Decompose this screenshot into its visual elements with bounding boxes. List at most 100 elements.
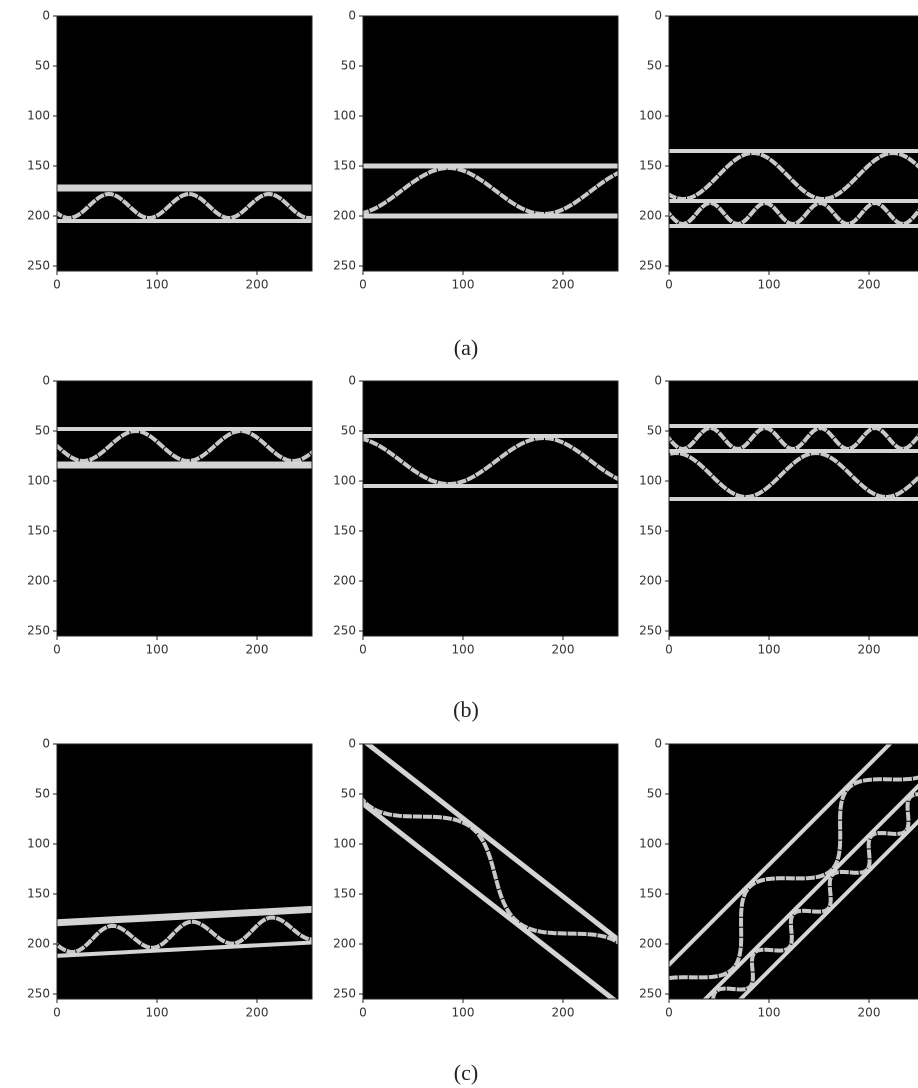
flute: [669, 744, 918, 999]
image-background: [669, 16, 918, 271]
liner: [363, 744, 618, 999]
x-tick-label: 100: [146, 643, 169, 657]
liner: [669, 199, 918, 203]
y-tick-label: 200: [27, 937, 50, 951]
liner: [669, 744, 918, 999]
x-tick-label: 200: [246, 278, 269, 292]
caption: (a): [454, 335, 478, 360]
y-tick-label: 0: [654, 9, 662, 23]
y-tick-label: 0: [654, 374, 662, 388]
x-tick-label: 100: [146, 1006, 169, 1020]
axes-frame: [362, 380, 619, 637]
panel: 0 100 200 0 50 100 150 200 250: [639, 737, 918, 1020]
y-tick-label: 0: [348, 9, 356, 23]
y-tick-label: 150: [639, 159, 662, 173]
liner: [363, 484, 618, 488]
liner: [363, 163, 618, 169]
y-tick-label: 0: [654, 737, 662, 751]
liner: [669, 744, 918, 999]
y-tick-label: 150: [333, 524, 356, 538]
board: [363, 163, 618, 219]
flute: [669, 200, 918, 227]
y-tick-label: 200: [333, 574, 356, 588]
y-tick-label: 100: [639, 837, 662, 851]
y-tick-label: 150: [27, 159, 50, 173]
x-tick-label: 0: [359, 1006, 367, 1020]
y-tick-label: 50: [35, 424, 50, 438]
panel: 0 100 200 0 50 100 150 200 250: [27, 737, 313, 1020]
x-tick-label: 200: [552, 278, 575, 292]
panel: 0 100 200 0 50 100 150 200 250: [333, 374, 619, 657]
y-tick-label: 150: [27, 887, 50, 901]
x-tick-label: 200: [858, 643, 881, 657]
x-tick-label: 0: [359, 643, 367, 657]
board: [363, 744, 618, 999]
board: [363, 434, 618, 488]
y-tick-label: 50: [341, 787, 356, 801]
liner: [669, 497, 918, 501]
y-tick-label: 0: [42, 737, 50, 751]
y-tick-label: 150: [333, 159, 356, 173]
axes-frame: [56, 380, 313, 637]
liner: [669, 744, 918, 999]
panel: 0 100 200 0 50 100 150 200 250: [27, 374, 313, 657]
axes-frame: [668, 15, 918, 272]
board: [57, 427, 312, 469]
image-content: [57, 184, 312, 223]
x-tick-label: 0: [53, 643, 61, 657]
flute: [669, 744, 918, 999]
y-tick-label: 200: [639, 574, 662, 588]
y-tick-label: 100: [639, 109, 662, 123]
image-content: [363, 744, 618, 999]
image-background: [363, 381, 618, 636]
y-tick-label: 250: [639, 987, 662, 1001]
y-tick-label: 100: [333, 474, 356, 488]
y-tick-label: 150: [639, 887, 662, 901]
liner: [57, 184, 312, 192]
image-background: [669, 744, 918, 999]
board: [57, 897, 312, 966]
x-tick-label: 0: [665, 1006, 673, 1020]
x-tick-label: 100: [758, 278, 781, 292]
image-background: [57, 381, 312, 636]
x-tick-label: 100: [146, 278, 169, 292]
liner: [363, 434, 618, 438]
panel: 0 100 200 0 50 100 150 200 250: [639, 9, 918, 292]
caption: (c): [454, 1060, 478, 1085]
y-tick-label: 150: [639, 524, 662, 538]
flute: [57, 428, 312, 464]
board: [57, 184, 312, 223]
y-tick-label: 100: [333, 109, 356, 123]
image-background: [363, 744, 618, 999]
axes-frame: [668, 743, 918, 1000]
y-tick-label: 200: [639, 209, 662, 223]
x-tick-label: 200: [552, 1006, 575, 1020]
y-tick-label: 0: [348, 737, 356, 751]
flute: [669, 450, 918, 500]
x-tick-label: 0: [53, 1006, 61, 1020]
y-tick-label: 50: [341, 59, 356, 73]
y-tick-label: 0: [42, 9, 50, 23]
y-tick-label: 50: [647, 424, 662, 438]
y-tick-label: 200: [27, 574, 50, 588]
flute: [669, 425, 918, 452]
board: [669, 149, 918, 228]
y-tick-label: 200: [333, 937, 356, 951]
y-tick-label: 0: [42, 374, 50, 388]
x-tick-label: 200: [246, 1006, 269, 1020]
x-tick-label: 200: [858, 1006, 881, 1020]
y-tick-label: 250: [333, 259, 356, 273]
x-tick-label: 0: [53, 278, 61, 292]
liner: [669, 449, 918, 453]
panel: 0 100 200 0 50 100 150 200 250: [639, 374, 918, 657]
axes-frame: [362, 743, 619, 1000]
panel: 0 100 200 0 50 100 150 200 250: [333, 9, 619, 292]
board: [669, 424, 918, 501]
image-background: [57, 744, 312, 999]
y-tick-label: 250: [333, 987, 356, 1001]
y-tick-label: 50: [647, 787, 662, 801]
y-tick-label: 250: [639, 624, 662, 638]
image-content: [363, 163, 618, 219]
y-tick-label: 100: [27, 474, 50, 488]
